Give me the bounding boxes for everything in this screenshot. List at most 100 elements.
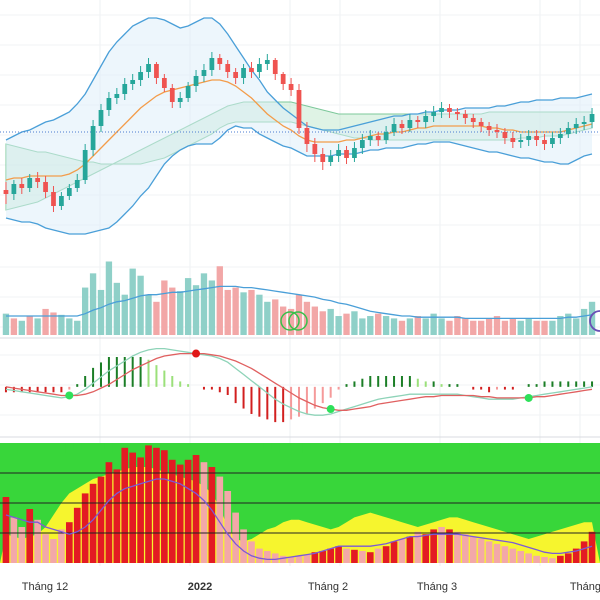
candle-body bbox=[534, 136, 539, 140]
oscillator-green-strip bbox=[89, 443, 98, 457]
candle bbox=[201, 64, 207, 82]
candle bbox=[233, 68, 239, 84]
oscillator-green-strip bbox=[2, 443, 10, 449]
candle bbox=[249, 62, 254, 78]
volume-bar bbox=[50, 312, 57, 335]
candle-body bbox=[11, 184, 17, 194]
volume-bar bbox=[248, 289, 255, 335]
oscillator-green-strip bbox=[318, 443, 327, 453]
volume-bar bbox=[509, 318, 517, 335]
oscillator-green-strip bbox=[390, 443, 398, 453]
volume-bar bbox=[42, 308, 49, 335]
candle bbox=[146, 58, 151, 78]
oscillator-green-strip bbox=[477, 443, 486, 449]
x-axis-tick-label: Tháng 4 bbox=[570, 581, 600, 593]
candle bbox=[19, 178, 25, 194]
candle-body bbox=[336, 150, 341, 156]
candle bbox=[288, 78, 294, 96]
oscillator-bar bbox=[430, 529, 437, 563]
candle-body bbox=[383, 132, 389, 140]
oscillator-bar bbox=[129, 452, 137, 563]
oscillator-bar bbox=[541, 557, 548, 563]
volume-bar bbox=[216, 266, 223, 335]
oscillator-green-strip bbox=[120, 443, 129, 449]
oscillator-green-strip bbox=[287, 443, 296, 449]
oscillator-bar bbox=[18, 527, 26, 563]
candle-body bbox=[225, 64, 231, 72]
signal-marker-purple bbox=[589, 310, 600, 332]
candle bbox=[367, 130, 373, 146]
volume-bar bbox=[359, 318, 366, 335]
candle bbox=[138, 66, 143, 86]
oscillator-green-strip bbox=[49, 443, 58, 449]
candle bbox=[11, 180, 17, 200]
bollinger-mid-line bbox=[5, 79, 593, 181]
candle bbox=[510, 132, 516, 148]
candle bbox=[304, 122, 310, 152]
macd-cross-marker bbox=[326, 405, 335, 414]
candle-body bbox=[407, 120, 413, 128]
volume-bar bbox=[493, 316, 501, 335]
candle-body bbox=[486, 126, 492, 130]
candle bbox=[43, 176, 48, 198]
oscillator-green-strip bbox=[326, 443, 335, 457]
candle-body bbox=[447, 108, 452, 112]
oscillator-bar bbox=[564, 553, 572, 563]
oscillator-bar bbox=[485, 541, 493, 563]
oscillator-bar bbox=[73, 507, 81, 563]
volume-bar bbox=[525, 318, 532, 335]
oscillator-bar bbox=[279, 555, 287, 563]
candle-body bbox=[98, 110, 104, 126]
candle-body bbox=[288, 84, 294, 90]
candle-body bbox=[74, 180, 80, 188]
candle bbox=[122, 78, 128, 100]
oscillator-bar bbox=[232, 512, 239, 563]
oscillator-green-strip bbox=[310, 443, 319, 449]
oscillator-bar bbox=[501, 546, 509, 563]
oscillator-bar bbox=[271, 553, 279, 563]
oscillator-green-strip bbox=[231, 443, 240, 457]
volume-bar bbox=[319, 311, 326, 335]
volume-bar bbox=[34, 318, 41, 335]
candle-body bbox=[161, 78, 167, 88]
oscillator-bar bbox=[303, 554, 311, 563]
oscillator-green-strip bbox=[461, 443, 470, 453]
volume-ma-line bbox=[6, 285, 593, 320]
volume-bar bbox=[105, 261, 113, 335]
volume-bar bbox=[295, 294, 303, 335]
volume-bar bbox=[422, 318, 429, 335]
oscillator-green-strip bbox=[437, 443, 446, 453]
candle-body bbox=[423, 116, 429, 122]
volume-bar bbox=[264, 301, 271, 335]
volume-bar bbox=[208, 280, 216, 335]
oscillator-bar bbox=[438, 527, 445, 563]
volume-bar bbox=[89, 273, 97, 335]
candle-body bbox=[557, 134, 563, 138]
candle bbox=[502, 128, 508, 144]
candle-body bbox=[264, 60, 270, 64]
oscillator-green-strip bbox=[81, 443, 90, 453]
candle-body bbox=[19, 184, 25, 188]
candle bbox=[589, 108, 595, 128]
oscillator-bar bbox=[113, 469, 121, 563]
candle bbox=[130, 74, 136, 90]
oscillator-green-strip bbox=[223, 443, 232, 453]
candle bbox=[486, 122, 492, 136]
macd-cross-marker bbox=[192, 349, 201, 358]
volume-bar bbox=[438, 318, 445, 335]
oscillator-bar bbox=[58, 529, 65, 563]
candle-body bbox=[352, 148, 357, 158]
candle-body bbox=[455, 112, 460, 114]
macd-cross-marker bbox=[65, 391, 74, 400]
volume-bar bbox=[533, 320, 540, 335]
candle bbox=[328, 150, 334, 166]
oscillator-bar bbox=[287, 557, 295, 563]
volume-bar bbox=[287, 308, 295, 335]
candle-body bbox=[462, 114, 468, 118]
candle bbox=[352, 142, 357, 162]
oscillator-green-strip bbox=[334, 443, 343, 449]
volume-bar bbox=[2, 313, 10, 335]
volume-bar bbox=[26, 316, 33, 335]
candle-body bbox=[257, 64, 262, 72]
